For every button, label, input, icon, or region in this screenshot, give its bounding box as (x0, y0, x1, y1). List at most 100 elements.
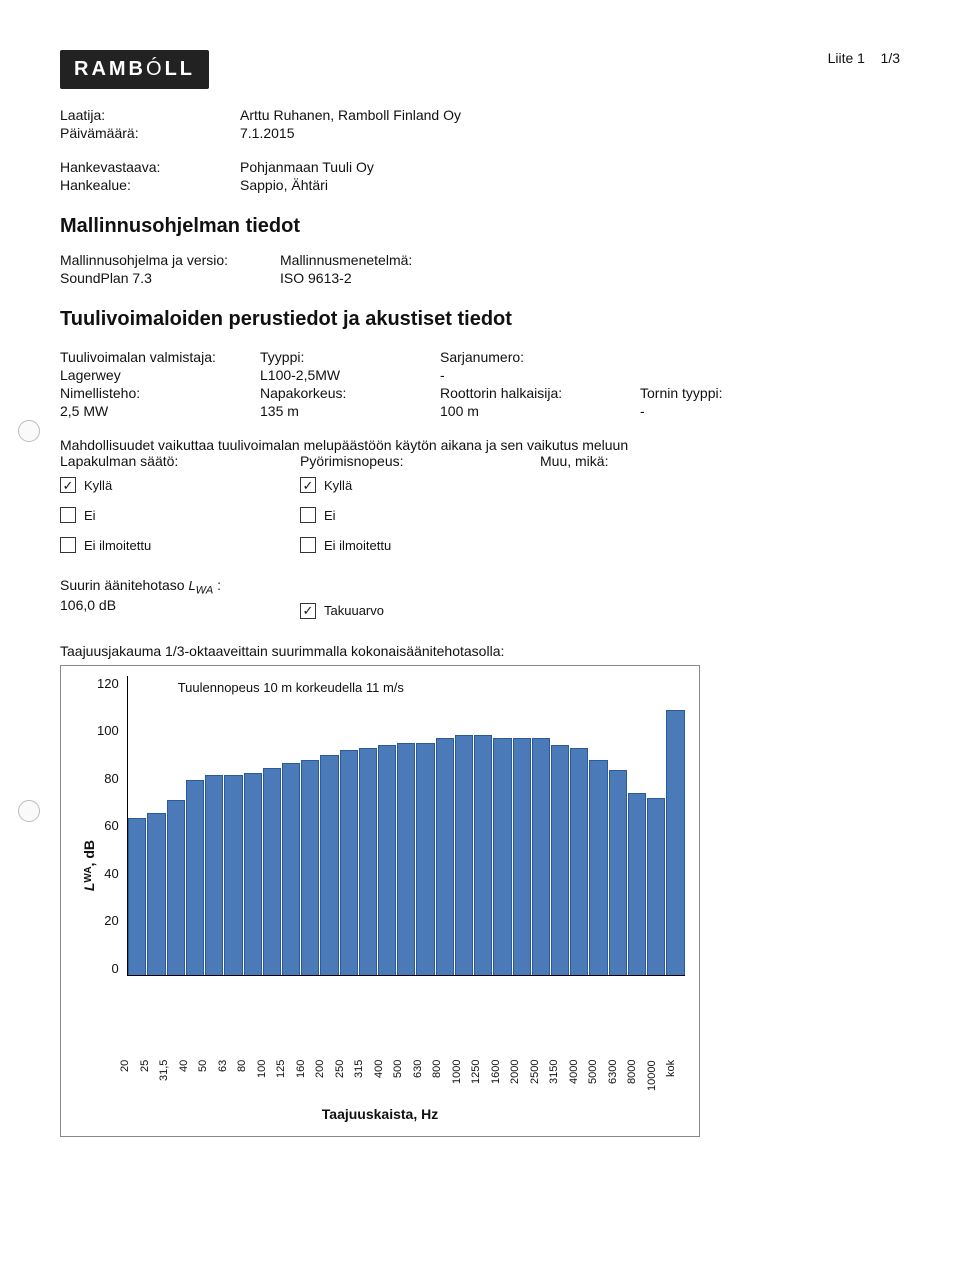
bar (359, 748, 377, 975)
lwa-row: 106,0 dB Takuuarvo (60, 597, 900, 625)
cell: - (640, 403, 800, 419)
option-row: Ei ilmoitettu (60, 537, 300, 553)
field-value: Sappio, Ähtäri (240, 177, 900, 193)
cell: Tornin tyyppi: (640, 385, 800, 401)
y-tick: 120 (97, 676, 119, 691)
x-tick: 4000 (568, 1060, 588, 1100)
checkbox-icon[interactable] (300, 507, 316, 523)
option-label: Kyllä (84, 478, 112, 493)
x-tick: 315 (353, 1060, 373, 1100)
x-tick: 2500 (529, 1060, 549, 1100)
field-label: Päivämäärä: (60, 125, 240, 141)
col-header: Lapakulman säätö: (60, 453, 300, 469)
header-fields-1: Laatija: Arttu Ruhanen, Ramboll Finland … (60, 107, 900, 141)
bar (666, 710, 684, 974)
cell: Napakorkeus: (260, 385, 440, 401)
field-value: ISO 9613-2 (280, 270, 900, 286)
field-value: Mallinnusmenetelmä: (280, 252, 900, 268)
x-tick: 1600 (490, 1060, 510, 1100)
cell: 135 m (260, 403, 440, 419)
lwa-value: 106,0 dB (60, 597, 300, 625)
x-tick: kok (665, 1060, 685, 1100)
bar (224, 775, 242, 974)
y-tick: 20 (104, 913, 118, 928)
model-fields: Mallinnusohjelma ja versio: Mallinnusmen… (60, 252, 900, 286)
x-tick: 400 (373, 1060, 393, 1100)
takuu-label: Takuuarvo (324, 603, 384, 618)
turbine-grid: Tuulivoimalan valmistaja: Tyyppi: Sarjan… (60, 349, 900, 419)
bar (320, 755, 338, 974)
bar (551, 745, 569, 974)
field-value: 7.1.2015 (240, 125, 900, 141)
checkbox-checked-icon[interactable] (300, 603, 316, 619)
page-info: Liite 1 1/3 (828, 50, 900, 66)
bar (167, 800, 185, 974)
x-tick: 100 (256, 1060, 276, 1100)
possibilities-text: Mahdollisuudet vaikuttaa tuulivoimalan m… (60, 437, 900, 453)
frequency-chart: LWA, dB 120100806040200 Tuulennopeus 10 … (60, 665, 700, 1137)
y-tick: 60 (104, 818, 118, 833)
bar (647, 798, 665, 975)
checkbox-icon[interactable] (300, 537, 316, 553)
option-label: Ei ilmoitettu (324, 538, 391, 553)
x-tick: 125 (275, 1060, 295, 1100)
x-tick: 63 (217, 1060, 237, 1100)
checkbox-checked-icon[interactable] (60, 477, 76, 493)
field-label: Hankealue: (60, 177, 240, 193)
page-number: 1/3 (881, 50, 900, 66)
bar (378, 745, 396, 974)
option-row: Ei (300, 507, 540, 523)
bar (532, 738, 550, 975)
ramboll-logo: RAMBÓLL (60, 50, 209, 89)
bar (570, 748, 588, 975)
option-label: Ei ilmoitettu (84, 538, 151, 553)
x-tick: 10000 (646, 1060, 666, 1100)
x-tick: 3150 (548, 1060, 568, 1100)
bar (282, 763, 300, 975)
bar (628, 793, 646, 975)
x-tick: 40 (178, 1060, 198, 1100)
cell: Tyyppi: (260, 349, 440, 365)
x-tick: 5000 (587, 1060, 607, 1100)
cell: L100-2,5MW (260, 367, 440, 383)
bar (397, 743, 415, 975)
col-header: Pyörimisnopeus: (300, 453, 540, 469)
x-tick: 160 (295, 1060, 315, 1100)
col-header: Muu, mikä: (540, 453, 780, 469)
cell: Nimellisteho: (60, 385, 260, 401)
bar (455, 735, 473, 974)
checkbox-checked-icon[interactable] (300, 477, 316, 493)
bar (263, 768, 281, 975)
x-tick: 31,5 (158, 1060, 178, 1100)
field-value: Pohjanmaan Tuuli Oy (240, 159, 900, 175)
x-tick: 250 (334, 1060, 354, 1100)
cell (640, 367, 800, 383)
checkbox-icon[interactable] (60, 537, 76, 553)
cell: 100 m (440, 403, 640, 419)
x-tick: 8000 (626, 1060, 646, 1100)
section-title-model: Mallinnusohjelman tiedot (60, 215, 900, 238)
cell (640, 349, 800, 365)
bar (436, 738, 454, 975)
section-title-turbine: Tuulivoimaloiden perustiedot ja akustise… (60, 308, 900, 331)
cell: Tuulivoimalan valmistaja: (60, 349, 260, 365)
x-tick: 200 (314, 1060, 334, 1100)
x-tick: 630 (412, 1060, 432, 1100)
bar (128, 818, 146, 975)
x-tick: 1250 (470, 1060, 490, 1100)
bar (186, 780, 204, 974)
x-tick: 50 (197, 1060, 217, 1100)
x-tick: 6300 (607, 1060, 627, 1100)
y-axis-label: LWA, dB (75, 840, 97, 891)
lwa-label: Suurin äänitehotaso LWA : (60, 577, 221, 593)
y-axis: 120100806040200 (97, 676, 127, 976)
option-label: Kyllä (324, 478, 352, 493)
bars (128, 676, 685, 975)
field-label: Mallinnusohjelma ja versio: (60, 252, 280, 268)
option-row: Kyllä (300, 477, 540, 493)
checkbox-icon[interactable] (60, 507, 76, 523)
attachment-label: Liite 1 (828, 50, 865, 66)
takuu-row: Takuuarvo (300, 603, 540, 619)
field-value: Arttu Ruhanen, Ramboll Finland Oy (240, 107, 900, 123)
lwa-block: Suurin äänitehotaso LWA : (60, 577, 900, 597)
